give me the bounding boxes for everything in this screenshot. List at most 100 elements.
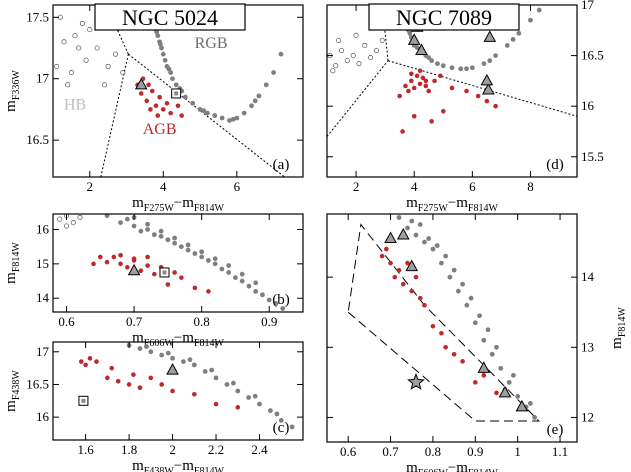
agb-star-point xyxy=(426,88,432,94)
y-tick-label: 16 xyxy=(36,409,50,424)
agb-star-point xyxy=(78,359,84,364)
agb-star-point xyxy=(460,359,465,364)
x-tick-label: 6 xyxy=(469,179,476,194)
rgb-star-point xyxy=(145,227,150,232)
rgb-star-point xyxy=(226,270,232,275)
agb-star-point xyxy=(411,113,417,119)
square-marker-core xyxy=(162,270,167,275)
agb-star-point xyxy=(125,264,130,270)
agb-star-point xyxy=(91,261,96,267)
rgb-star-point xyxy=(172,240,178,246)
rgb-star-point xyxy=(493,53,499,58)
y-tick-label: 13 xyxy=(581,339,594,354)
rgb-star-point xyxy=(173,82,179,88)
rgb-star-point xyxy=(165,350,171,356)
hb-star-point xyxy=(79,20,85,26)
x-tick-label: 1.6 xyxy=(77,442,94,457)
rgb-star-point xyxy=(417,222,423,227)
rgb-star-point xyxy=(212,256,218,262)
rgb-star-point xyxy=(429,58,435,64)
guide-line xyxy=(381,5,389,61)
agb-star-point xyxy=(397,93,402,99)
rgb-star-point xyxy=(252,393,258,399)
rgb-star-point xyxy=(464,66,469,72)
agb-star-point xyxy=(131,372,136,377)
rgb-star-point xyxy=(536,7,542,13)
x-axis-label: mF275W−mF814W xyxy=(406,195,498,214)
rgb-star-point xyxy=(190,100,196,106)
plot-frame xyxy=(326,4,578,178)
rgb-star-point xyxy=(430,246,436,252)
guide-line xyxy=(327,60,389,137)
rgb-star-point xyxy=(201,108,207,114)
rgb-star-point xyxy=(199,249,205,255)
hb-star-point xyxy=(120,70,126,76)
agb-star-point xyxy=(392,274,398,280)
rgb-star-point xyxy=(192,251,198,256)
rgb-star-point xyxy=(148,349,154,355)
hb-star-point xyxy=(112,51,119,57)
x-tick-label: 2 xyxy=(169,442,176,457)
rgb-star-point xyxy=(155,33,161,39)
rgb-star-point xyxy=(510,37,516,42)
agb-star-point xyxy=(403,83,408,89)
rgb-star-point xyxy=(455,288,461,294)
agb-star-point xyxy=(131,256,137,262)
rgb-star-point xyxy=(168,70,174,75)
star-marker xyxy=(407,373,425,390)
rgb-star-point xyxy=(472,320,478,326)
agb-star-point xyxy=(420,75,426,81)
rgb-star-point xyxy=(426,236,432,241)
rgb-star-point xyxy=(170,355,175,361)
hb-star-point xyxy=(77,214,83,220)
rgb-star-point xyxy=(170,76,175,82)
hb-star-point xyxy=(68,70,74,76)
agb-star-point xyxy=(432,78,437,84)
plot-frame xyxy=(52,341,304,441)
rgb-star-point xyxy=(396,215,402,220)
agb-star-point xyxy=(126,382,132,387)
x-tick-label: 0.7 xyxy=(382,444,399,459)
rgb-star-point xyxy=(137,346,143,351)
rgb-star-point xyxy=(249,103,254,109)
agb-star-point xyxy=(413,274,419,280)
rgb-star-point xyxy=(172,235,178,241)
rgb-star-point xyxy=(235,388,241,394)
hb-star-point xyxy=(362,42,368,49)
agb-star-point xyxy=(138,268,144,274)
rgb-star-point xyxy=(151,232,157,238)
rgb-star-point xyxy=(274,411,280,417)
agb-star-point xyxy=(409,71,414,77)
triangle-marker xyxy=(415,43,428,56)
rgb-star-point xyxy=(219,115,225,121)
rgb-star-point xyxy=(205,110,210,116)
rgb-star-point xyxy=(414,45,420,50)
plot-area xyxy=(347,215,541,422)
agb-star-point xyxy=(153,103,159,109)
agb-star-point xyxy=(111,254,117,260)
agb-star-point xyxy=(145,263,150,268)
agb-star-point xyxy=(484,98,490,104)
panel-tag: (e) xyxy=(547,422,564,438)
agb-star-point xyxy=(443,344,448,350)
rgb-star-point xyxy=(246,395,252,400)
rgb-star-point xyxy=(273,301,279,306)
rgb-star-point xyxy=(532,415,538,420)
rgb-star-point xyxy=(213,375,219,381)
rgb-star-point xyxy=(439,260,444,266)
hb-star-point xyxy=(70,220,76,226)
agb-star-point xyxy=(235,405,241,410)
guide-line xyxy=(100,54,129,177)
y-axis-label: mF814W xyxy=(609,307,628,349)
rgb-star-point xyxy=(131,223,137,229)
rgb-star-point xyxy=(206,258,211,263)
guide-line xyxy=(347,223,541,422)
x-tick-label: 1 xyxy=(514,444,521,459)
rgb-star-point xyxy=(246,283,252,289)
x-tick-label: 2 xyxy=(353,179,360,194)
rgb-star-point xyxy=(278,51,284,57)
agb-star-point xyxy=(148,107,153,112)
rgb-star-point xyxy=(289,424,295,430)
y-tick-label: 14 xyxy=(581,269,595,284)
